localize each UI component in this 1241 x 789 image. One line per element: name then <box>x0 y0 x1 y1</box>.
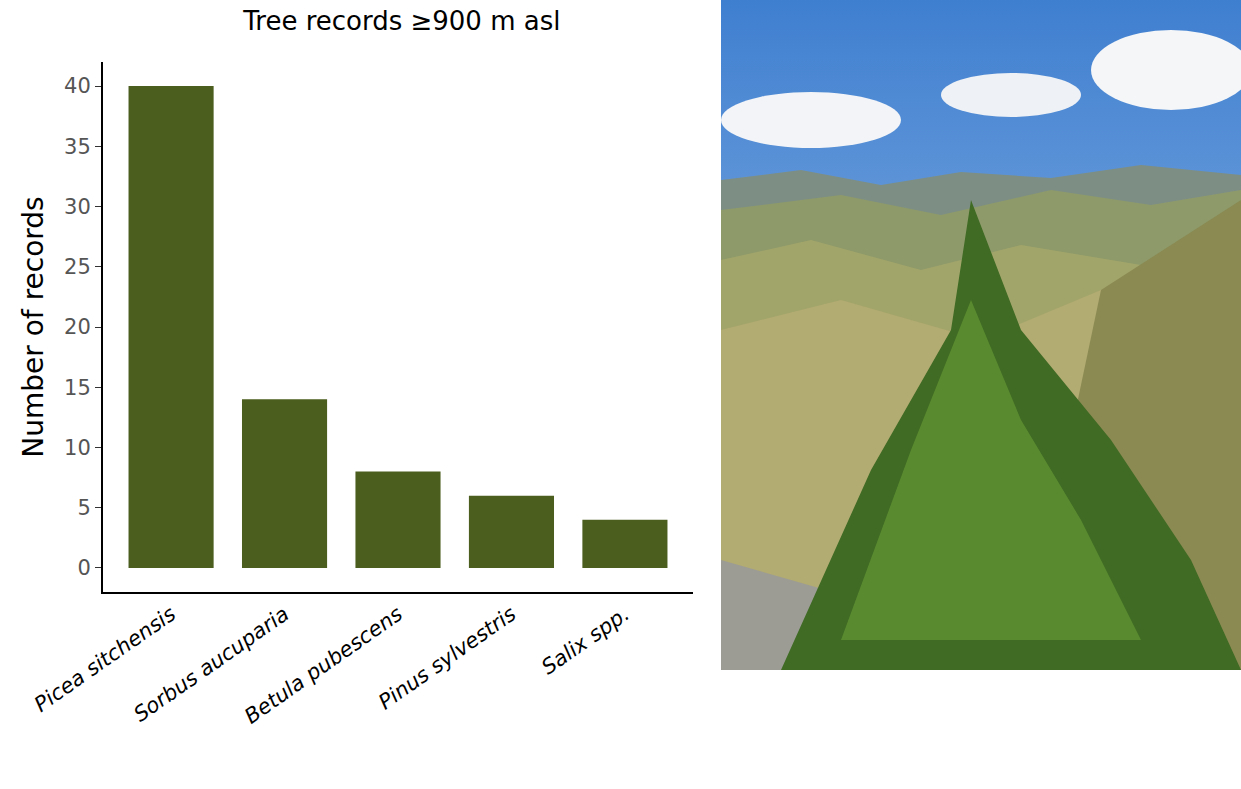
svg-text:Pinus sylvestris: Pinus sylvestris <box>374 602 520 715</box>
svg-text:0: 0 <box>77 556 90 580</box>
svg-text:25: 25 <box>64 255 91 279</box>
svg-text:Picea sitchensis: Picea sitchensis <box>30 602 180 717</box>
svg-text:15: 15 <box>64 376 91 400</box>
svg-text:35: 35 <box>64 135 91 159</box>
svg-text:Betula pubescens: Betula pubescens <box>240 602 407 729</box>
svg-text:30: 30 <box>64 195 91 219</box>
svg-text:Salix spp.: Salix spp. <box>537 602 634 680</box>
svg-text:40: 40 <box>64 74 91 98</box>
svg-text:20: 20 <box>64 315 91 339</box>
svg-text:Tree records ≥900 m asl: Tree records ≥900 m asl <box>242 6 560 36</box>
svg-text:10: 10 <box>64 436 91 460</box>
svg-text:5: 5 <box>77 496 90 520</box>
svg-text:Number of records: Number of records <box>17 196 50 457</box>
svg-text:Sorbus aucuparia: Sorbus aucuparia <box>129 602 293 727</box>
